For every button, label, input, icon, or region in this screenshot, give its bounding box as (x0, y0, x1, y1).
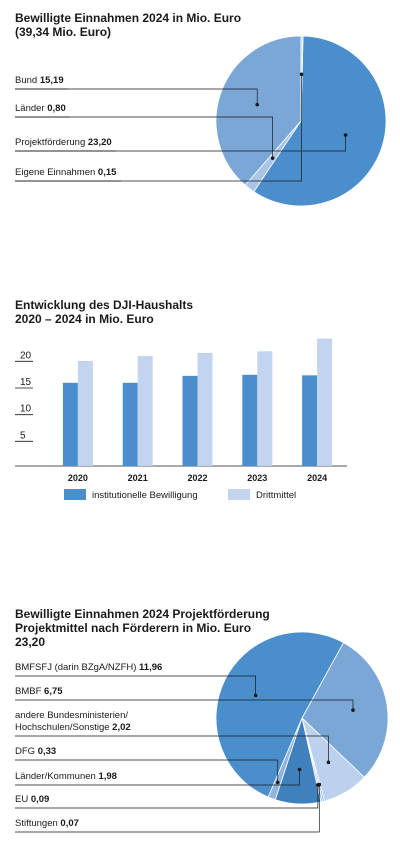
pie1-leader-3 (15, 74, 302, 182)
bar-institutionelle-bewilligung-2021 (122, 382, 138, 466)
x-tick-2021: 2021 (128, 473, 148, 483)
pie2-label-3: DFG 0,33 (15, 746, 56, 757)
pie1-leader-1 (15, 116, 273, 159)
bar-title-line1: Entwicklung des DJI-Haushalts (15, 298, 194, 312)
pie2-leader-5 (15, 784, 319, 809)
pie1-dot-3 (299, 72, 304, 77)
pie2-label-0: BMFSFJ (darin BZgA/NZFH) 11,96 (15, 662, 162, 673)
pie2-dot-1 (351, 708, 355, 712)
bar-title: Entwicklung des DJI-Haushalts 2020 – 202… (15, 298, 193, 326)
legend-swatch-drittmittel (228, 489, 250, 500)
bar-institutionelle-bewilligung-2020 (62, 382, 78, 466)
pie1-title: Bewilligte Einnahmen 2024 in Mio. Euro (… (15, 11, 241, 39)
pie2-dot-2 (326, 760, 331, 765)
pie1-label-0: Bund 15,19 (15, 75, 64, 86)
y-tick-20: 20 (20, 350, 32, 361)
pie1-leader-2 (15, 135, 346, 152)
x-tick-2022: 2022 (187, 473, 207, 483)
pie2-title-line2: Projektmittel nach Förderern in Mio. Eur… (15, 621, 252, 635)
pie2-title-line1: Bewilligte Einnahmen 2024 Projektförderu… (15, 607, 270, 621)
x-tick-2020: 2020 (68, 473, 88, 483)
pie2-label-5: EU 0,09 (15, 794, 49, 805)
pie2-slice-bmfsfj-darin-bzga-nzfh (215, 631, 344, 798)
pie2-dot-4 (297, 767, 302, 772)
bar-drittmittel-2024 (317, 338, 333, 466)
pie2-title-line3: 23,20 (15, 635, 46, 649)
pie1-label-2: Projektförderung 23,20 (15, 137, 112, 148)
pie1-title-line2: (39,34 Mio. Euro) (15, 25, 112, 39)
x-tick-2023: 2023 (247, 473, 267, 483)
pie2-label-2: andere Bundesministerien/Hochschulen/Son… (15, 710, 131, 733)
y-tick-15: 15 (20, 377, 32, 388)
y-tick-5: 5 (20, 430, 26, 441)
pie1-label-3: Eigene Einnahmen 0,15 (15, 167, 117, 178)
bar-drittmittel-2022 (197, 352, 213, 466)
pie2-leader-2 (15, 735, 329, 763)
pie-chart-einnahmen: Bund 15,19 Länder 0,80 Projektförderung 23… (15, 35, 387, 207)
pie2-dot-0 (253, 693, 258, 698)
legend-swatch-institutionelle-bewilligung (64, 489, 86, 500)
bar-drittmittel-2023 (257, 351, 273, 466)
pie2-dot-3 (275, 780, 280, 785)
pie2-leader-0 (15, 675, 256, 696)
bar-drittmittel-2020 (77, 360, 93, 466)
pie1-slice-projektf-rderung (253, 35, 387, 207)
pie1-slice-bund (215, 35, 302, 186)
pie2-leader-1 (15, 699, 354, 711)
pie2-leader-4 (15, 769, 300, 786)
bar-institutionelle-bewilligung-2024 (302, 375, 318, 466)
legend-label-drittmittel: Drittmittel (256, 490, 296, 501)
pie1-dot-2 (343, 133, 348, 137)
bar-institutionelle-bewilligung-2022 (182, 375, 198, 466)
pie2-title: Bewilligte Einnahmen 2024 Projektförderu… (15, 607, 270, 649)
pie2-label-4: Länder/Kommunen 1,98 (15, 771, 117, 782)
pie2-leader-6 (15, 784, 320, 833)
bar-drittmittel-2021 (137, 356, 153, 466)
pie1-title-line1: Bewilligte Einnahmen 2024 in Mio. Euro (15, 11, 242, 25)
x-tick-2024: 2024 (307, 473, 327, 483)
bar-institutionelle-bewilligung-2023 (242, 374, 258, 466)
y-tick-10: 10 (20, 404, 32, 415)
pie2-dot-6 (317, 782, 322, 787)
pie1-label-1: Länder 0,80 (15, 103, 66, 114)
pie2-leader-3 (15, 759, 279, 783)
pie2-slice-bmbf (301, 642, 389, 778)
pie1-leader-0 (15, 88, 258, 105)
bar-title-line2: 2020 – 2024 in Mio. Euro (15, 312, 154, 326)
pie1-dot-0 (255, 102, 260, 107)
pie2-label-6: Stiftungen 0,07 (15, 818, 79, 829)
legend-label-institutionelle-bewilligung: institutionelle Bewilligung (92, 490, 198, 501)
pie2-label-1: BMBF 6,75 (15, 686, 63, 697)
pie1-dot-1 (270, 156, 275, 160)
